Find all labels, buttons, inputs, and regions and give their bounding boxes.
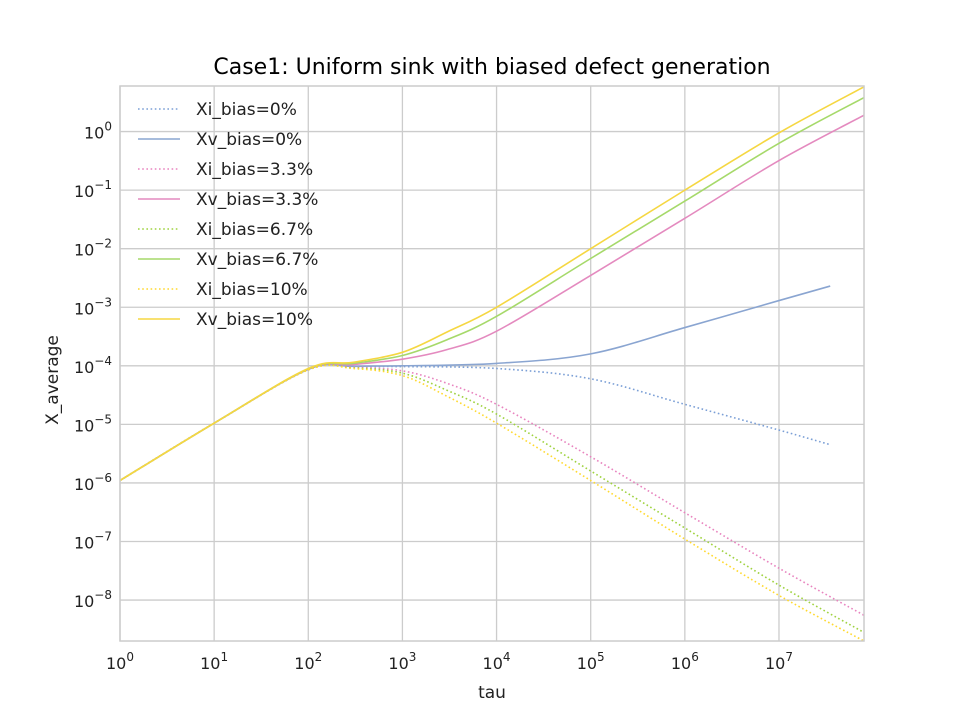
legend-label-xi-bias-3-3: Xi_bias=3.3%	[196, 160, 313, 180]
chart-title: Case1: Uniform sink with biased defect g…	[213, 55, 770, 80]
x-axis-label: tau	[478, 683, 506, 703]
plot-frame	[119, 85, 865, 642]
legend-label-xi-bias-0: Xi_bias=0%	[196, 100, 297, 120]
legend: Xi_bias=0% Xv_bias=0% Xi_bias=3.3% Xv_bias=…	[138, 100, 318, 330]
legend-label-xv-bias-3-3: Xv_bias=3.3%	[196, 190, 318, 210]
y-tick-label: 10−6	[74, 471, 112, 494]
series-line-xi-bias-0	[120, 363, 831, 482]
legend-label-xv-bias-10: Xv_bias=10%	[196, 310, 313, 330]
legend-label-xi-bias-10: Xi_bias=10%	[196, 280, 308, 300]
legend-label-xi-bias-6-7: Xi_bias=6.7%	[196, 220, 313, 240]
legend-label-xv-bias-0: Xv_bias=0%	[196, 130, 302, 150]
y-tick-label: 10−8	[74, 588, 112, 611]
series-layer	[120, 86, 864, 641]
x-tick-label: 101	[200, 650, 228, 673]
x-tick-label: 105	[577, 650, 605, 673]
grid-layer	[119, 86, 864, 641]
x-tick-label: 100	[106, 650, 134, 673]
x-tick-label: 102	[294, 650, 322, 673]
x-tick-label: 106	[671, 650, 699, 673]
y-tick-label: 10−2	[74, 237, 112, 260]
x-tick-label: 107	[765, 650, 793, 673]
series-line-xv-bias-10	[120, 86, 864, 482]
x-tick-label: 103	[388, 650, 416, 673]
tick-layer: 100 101 102 103 104 105 106 107 10−8 10−7 10−6 10−5…	[74, 120, 793, 673]
y-tick-label: 10−4	[74, 354, 112, 377]
legend-label-xv-bias-6-7: Xv_bias=6.7%	[196, 250, 318, 270]
x-tick-label: 104	[483, 650, 511, 673]
y-tick-label: 100	[84, 120, 112, 143]
y-tick-label: 10−5	[74, 412, 112, 435]
y-tick-label: 10−7	[74, 530, 112, 553]
y-tick-label: 10−3	[74, 295, 112, 318]
y-tick-label: 10−1	[74, 178, 112, 201]
y-axis-label: X_average	[43, 335, 63, 425]
